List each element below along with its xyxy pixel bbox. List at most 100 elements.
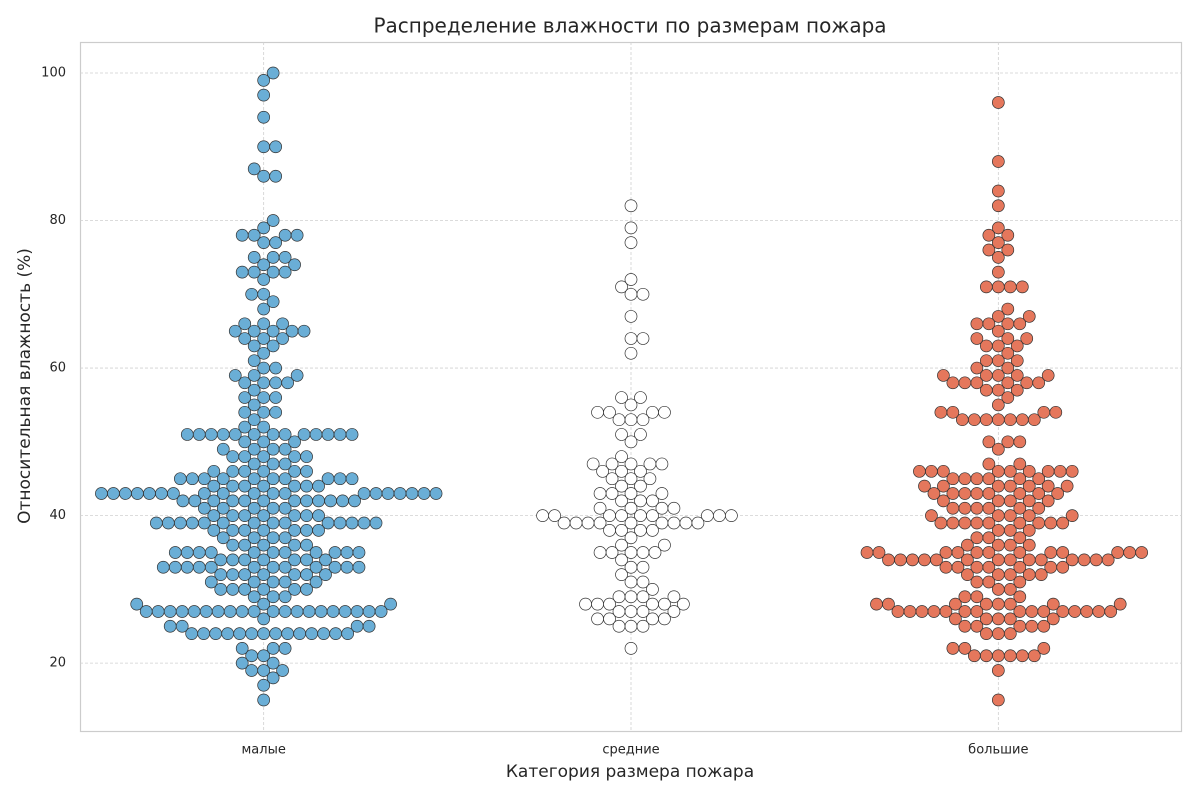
- point: [216, 442, 230, 456]
- point: [536, 509, 549, 522]
- point: [319, 568, 332, 581]
- point: [1003, 509, 1017, 522]
- point: [381, 487, 395, 500]
- point: [214, 583, 228, 596]
- point: [1041, 479, 1055, 493]
- point: [970, 575, 984, 589]
- point: [658, 612, 671, 626]
- point: [1037, 605, 1051, 618]
- y-tick-label: 40: [49, 508, 66, 523]
- point: [615, 479, 628, 493]
- point: [1089, 553, 1103, 567]
- marks: [95, 66, 1149, 707]
- point: [1123, 546, 1137, 559]
- point: [278, 642, 292, 655]
- point: [302, 605, 316, 618]
- point: [1032, 376, 1046, 390]
- point: [216, 472, 230, 486]
- point: [226, 509, 240, 522]
- point: [281, 627, 295, 640]
- point: [247, 560, 261, 574]
- point: [991, 398, 1005, 412]
- point: [979, 339, 993, 353]
- point: [1037, 619, 1051, 633]
- point: [1037, 642, 1051, 655]
- point: [927, 605, 941, 618]
- point: [300, 464, 313, 478]
- point: [939, 560, 953, 574]
- point: [1001, 376, 1015, 390]
- point: [247, 546, 261, 559]
- point: [918, 479, 931, 493]
- point: [991, 324, 1005, 338]
- point: [130, 597, 144, 611]
- point: [1056, 560, 1070, 574]
- point: [991, 96, 1005, 109]
- point: [1101, 553, 1115, 567]
- point: [624, 435, 638, 449]
- point: [636, 332, 650, 345]
- point: [107, 487, 120, 500]
- point: [970, 516, 984, 530]
- point: [1013, 546, 1027, 559]
- point: [300, 523, 313, 537]
- point: [300, 450, 313, 463]
- point: [226, 464, 240, 478]
- point: [192, 560, 206, 574]
- point: [338, 605, 352, 618]
- point: [266, 66, 280, 80]
- point: [329, 627, 343, 640]
- point: [235, 642, 249, 655]
- point: [1025, 605, 1039, 618]
- point: [949, 597, 962, 611]
- point: [667, 516, 681, 530]
- point: [655, 457, 669, 471]
- point: [1051, 487, 1065, 500]
- y-axis-label: Относительная влажность (%): [15, 248, 35, 524]
- point: [362, 619, 376, 633]
- point: [970, 560, 984, 574]
- point: [1015, 280, 1029, 294]
- point: [247, 531, 261, 545]
- point: [204, 428, 218, 441]
- point: [961, 538, 974, 552]
- point: [591, 405, 604, 419]
- point: [979, 649, 993, 663]
- point: [1056, 546, 1070, 559]
- point: [624, 501, 638, 515]
- point: [214, 568, 228, 581]
- point: [915, 605, 929, 618]
- point: [586, 457, 600, 471]
- point: [417, 487, 431, 500]
- point: [257, 273, 271, 286]
- point: [934, 405, 948, 419]
- point: [312, 494, 325, 508]
- point: [257, 332, 271, 345]
- point: [1027, 649, 1041, 663]
- point: [624, 236, 638, 250]
- point: [624, 472, 638, 486]
- point: [979, 280, 993, 294]
- point: [211, 605, 225, 618]
- point: [384, 597, 397, 611]
- point: [725, 509, 738, 522]
- point: [1104, 605, 1118, 618]
- point: [369, 487, 383, 500]
- point: [679, 516, 693, 530]
- point: [374, 605, 388, 618]
- point: [257, 553, 271, 567]
- point: [1032, 501, 1046, 515]
- point: [991, 442, 1005, 456]
- point: [1022, 538, 1036, 552]
- point: [216, 516, 230, 530]
- point: [238, 391, 252, 404]
- point: [605, 472, 619, 486]
- point: [913, 464, 926, 478]
- point: [297, 324, 311, 338]
- point: [579, 597, 592, 611]
- point: [257, 169, 271, 183]
- point: [1032, 472, 1046, 486]
- point: [257, 110, 271, 124]
- point: [1001, 391, 1015, 404]
- point: [321, 428, 335, 441]
